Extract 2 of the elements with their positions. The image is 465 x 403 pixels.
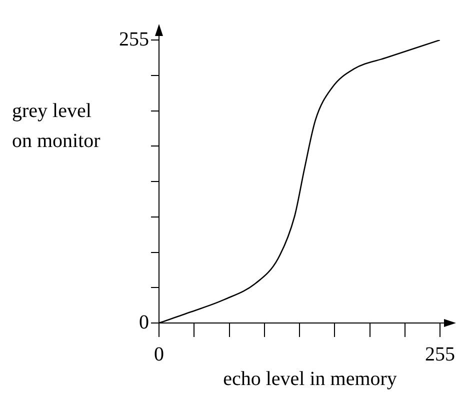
x-axis-title: echo level in memory (222, 367, 398, 392)
y-axis-title: grey level on monitor (12, 99, 100, 154)
